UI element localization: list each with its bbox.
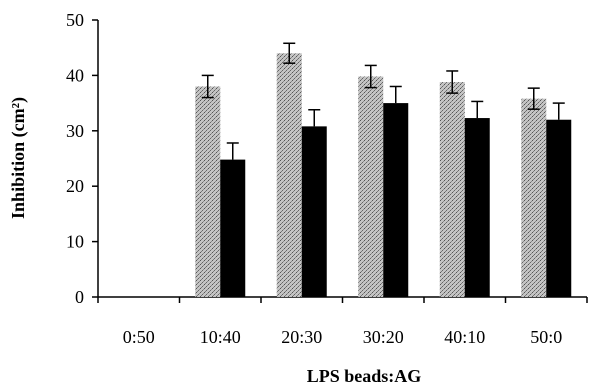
- axes: [92, 19, 588, 303]
- y-tick-label: 30: [66, 121, 84, 141]
- x-tick-label: 20:30: [281, 327, 322, 347]
- x-tick-label: 40:10: [444, 327, 485, 347]
- bar: [220, 159, 246, 297]
- bar: [439, 82, 465, 297]
- x-tick-label: 30:20: [363, 327, 404, 347]
- bar: [464, 118, 490, 297]
- bar: [383, 103, 409, 297]
- bar: [546, 119, 572, 297]
- y-tick-label: 20: [66, 176, 84, 196]
- x-tick-label: 50:0: [530, 327, 562, 347]
- tick-labels: 0 10 20 30 40 50 0:50 10:40 20:30 30:20 40:10 50:0: [66, 10, 562, 347]
- bars: [195, 53, 572, 298]
- x-axis-title: LPS beads:AG: [307, 366, 422, 386]
- bar: [521, 98, 547, 297]
- y-tick-label: 0: [75, 287, 84, 307]
- x-tick-label: 10:40: [200, 327, 241, 347]
- bar: [276, 53, 302, 297]
- y-tick-label: 50: [66, 10, 84, 30]
- bar: [195, 86, 221, 297]
- y-axis-title: Inhibition (cm²): [8, 97, 29, 219]
- error-bars: [201, 42, 565, 160]
- x-tick-label: 0:50: [123, 327, 155, 347]
- y-tick-label: 10: [66, 232, 84, 252]
- bar: [301, 126, 327, 297]
- bar: [358, 76, 384, 298]
- y-tick-label: 40: [66, 65, 84, 85]
